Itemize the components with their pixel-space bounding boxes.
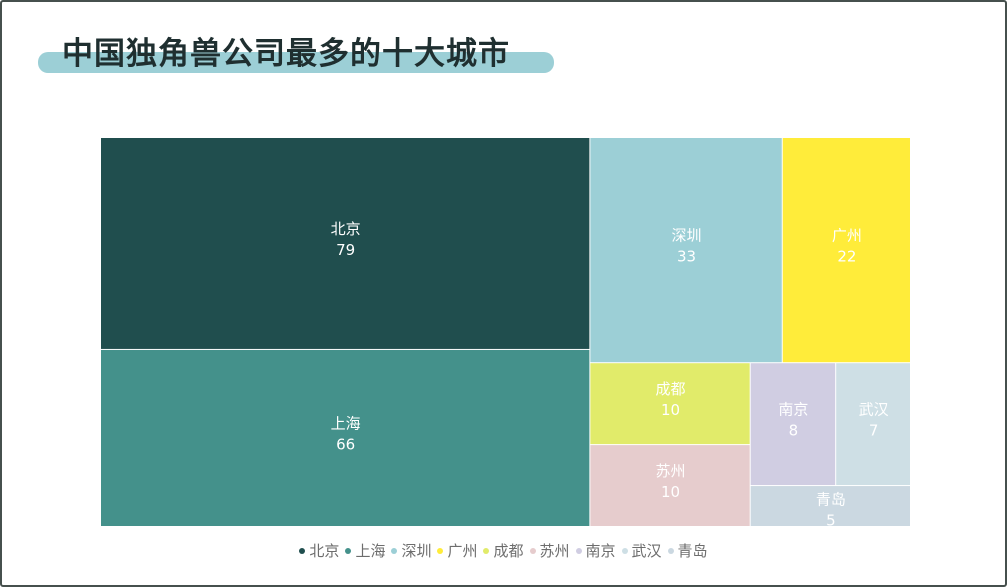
legend-label-6: 南京 [585,542,616,560]
tile-value-4: 10 [661,401,680,419]
treemap-tile-0 [101,138,590,349]
tile-label-7: 武汉 [859,401,889,419]
tile-value-3: 22 [837,248,856,266]
legend-label-3: 广州 [447,542,478,560]
legend-swatch-0 [299,547,306,554]
treemap-tile-3 [782,138,910,363]
tile-label-6: 南京 [778,401,808,419]
legend-label-4: 成都 [493,542,524,560]
tile-label-2: 深圳 [672,227,702,245]
tile-label-4: 成都 [656,380,686,398]
legend-item-5: 苏州 [529,540,570,561]
legend-item-0: 北京 [299,540,339,561]
legend-swatch-3 [437,547,444,554]
treemap-tile-2 [590,138,782,363]
treemap-tile-6 [750,363,836,486]
tile-value-1: 66 [336,435,355,453]
legend-label-0: 北京 [309,542,340,560]
legend-swatch-4 [483,547,490,554]
chart-legend: 北京 上海 深圳 广州 成都 苏州 南京 武汉 青岛 [0,540,1007,561]
treemap-tile-7 [836,363,910,486]
chart-title: 中国独角兽公司最多的十大城市 [62,36,510,72]
legend-swatch-1 [345,547,352,554]
treemap-tile-4 [590,363,750,445]
treemap-tile-8 [750,486,910,526]
title-accent-bar [38,52,554,73]
legend-swatch-5 [529,547,536,554]
legend-swatch-2 [391,547,398,554]
treemap-chart: 北京 79 上海 66 深圳 33 广州 22 成都 10 苏州 10 南京 8 武汉 7 青岛 5 [101,138,910,530]
legend-swatch-7 [621,547,628,554]
legend-swatch-8 [667,547,674,554]
legend-label-5: 苏州 [539,542,570,560]
treemap-tile-5 [590,445,750,526]
legend-label-8: 青岛 [677,542,708,560]
legend-item-7: 武汉 [621,540,662,561]
tile-label-3: 广州 [832,227,862,245]
tile-value-0: 79 [336,241,355,259]
tile-value-7: 7 [869,422,879,440]
tile-value-5: 10 [661,483,680,501]
tile-label-0: 北京 [331,220,361,238]
legend-item-8: 青岛 [667,540,708,561]
legend-label-1: 上海 [355,542,386,560]
tile-value-6: 8 [789,422,799,440]
treemap-tile-1 [101,349,590,526]
legend-label-2: 深圳 [401,542,432,560]
tile-value-2: 33 [677,248,696,266]
tile-label-5: 苏州 [656,462,686,480]
legend-label-7: 武汉 [631,542,662,560]
tile-value-8: 5 [826,512,836,530]
legend-item-2: 深圳 [391,540,431,561]
legend-item-6: 南京 [575,540,616,561]
tile-label-8: 青岛 [816,491,846,509]
tile-label-1: 上海 [331,414,361,432]
legend-item-3: 广州 [437,540,477,561]
legend-swatch-6 [575,547,582,554]
legend-item-4: 成都 [483,540,524,561]
legend-item-1: 上海 [345,540,385,561]
